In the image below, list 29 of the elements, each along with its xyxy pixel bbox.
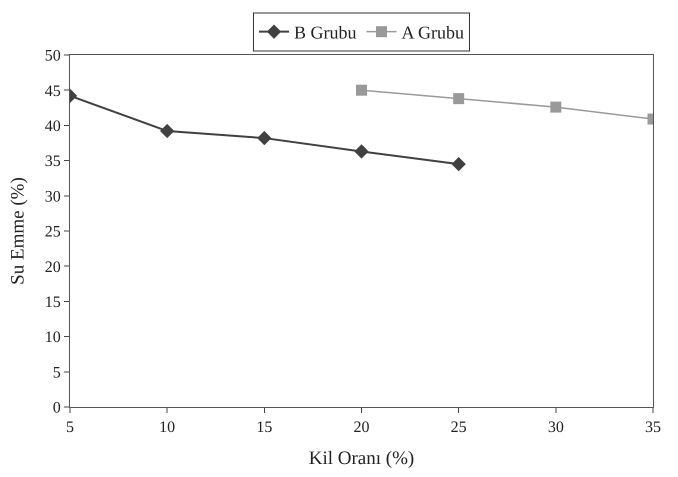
point: [356, 84, 367, 96]
x-tick-label: 5: [66, 419, 74, 436]
y-tick-label: 10: [44, 329, 61, 346]
y-tick-label: 5: [52, 364, 61, 382]
x-tick-label: 35: [645, 419, 661, 436]
y-tick-label: 0: [52, 400, 61, 417]
y-tick-label: 30: [44, 188, 61, 206]
x-tick-label: 30: [548, 419, 564, 436]
y-tick-label: 20: [44, 258, 61, 276]
y-tick-label: 45: [44, 82, 61, 100]
legend-label: A Grubu: [402, 22, 464, 43]
point: [257, 130, 272, 146]
x-axis-title: Kil Oranı (%): [308, 448, 414, 469]
x-tick-label: 25: [450, 419, 467, 436]
point: [160, 124, 174, 138]
y-tick-label: 15: [44, 294, 61, 311]
x-tick-label: 15: [256, 419, 272, 436]
y-tick-label: 40: [44, 118, 61, 135]
y-tick-label: 25: [44, 224, 61, 241]
x-tick-label: 10: [159, 419, 176, 436]
point: [550, 102, 562, 113]
point: [453, 93, 464, 104]
point: [354, 144, 369, 159]
y-tick-label: 35: [44, 153, 61, 170]
y-axis-title: Su Emme (%): [8, 177, 29, 285]
legend-label: B Grubu: [294, 22, 356, 43]
point: [452, 156, 466, 172]
x-tick-label: 20: [354, 419, 370, 436]
y-tick-label: 50: [44, 48, 61, 65]
